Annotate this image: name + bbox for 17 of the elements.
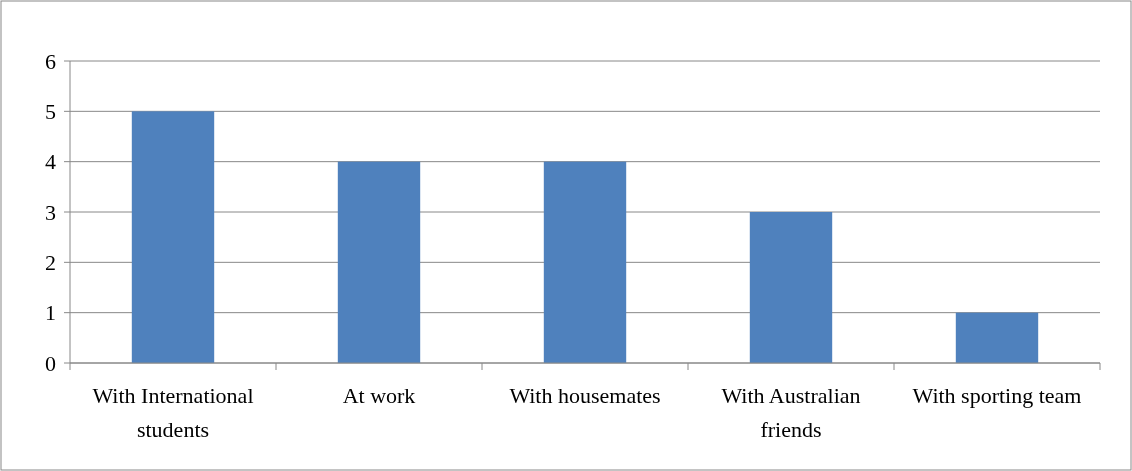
y-tick-label: 2: [45, 250, 56, 276]
x-tick-label: With International students: [92, 383, 254, 442]
y-tick-label: 6: [45, 48, 56, 74]
x-tick-label: With sporting team: [912, 383, 1082, 408]
x-tick-label: At work: [342, 383, 416, 408]
bar: [749, 212, 833, 363]
y-tick-label: 5: [45, 99, 56, 125]
y-tick-label: 1: [45, 300, 56, 326]
y-tick-label: 3: [45, 199, 56, 225]
bar: [543, 161, 627, 363]
bar: [131, 111, 215, 363]
y-tick-label: 0: [45, 350, 56, 376]
x-tick-label: With housemates: [509, 383, 661, 408]
bar: [337, 161, 421, 363]
x-tick-label: With Australian friends: [721, 383, 861, 442]
bar: [955, 312, 1039, 363]
y-tick-label: 4: [45, 149, 56, 175]
